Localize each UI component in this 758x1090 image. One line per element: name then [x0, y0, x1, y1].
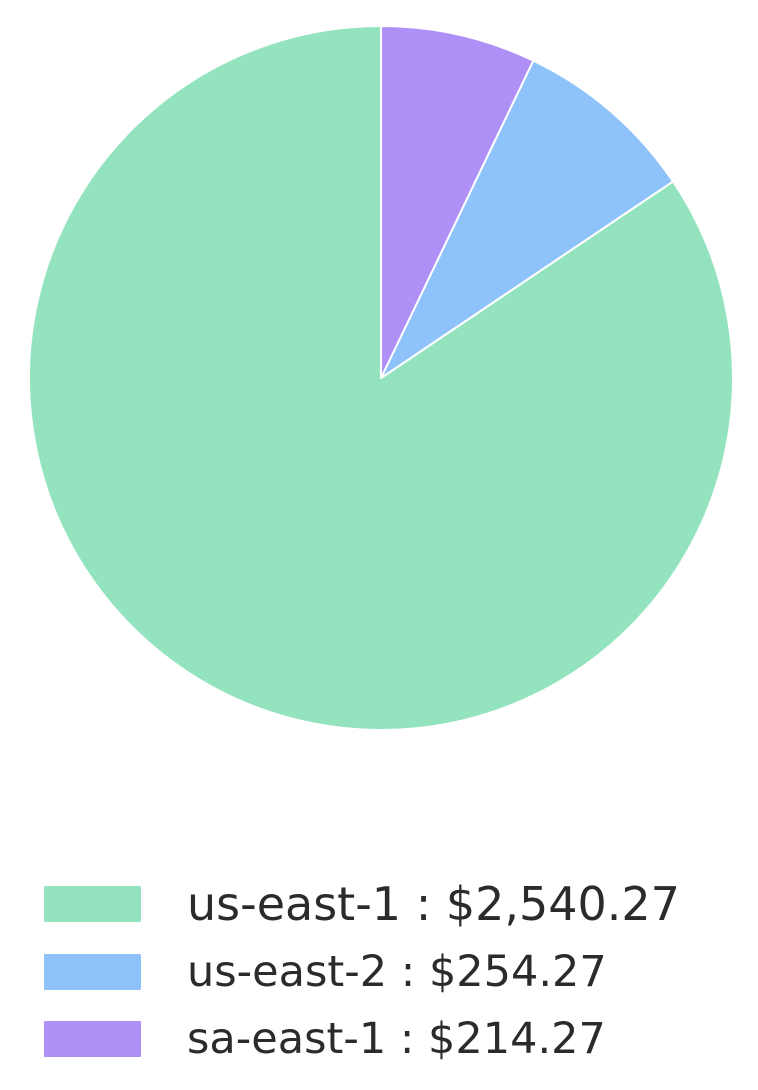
pie-slice-us-east-2[interactable]: [380, 59, 675, 379]
pie-slice-sa-east-1[interactable]: [380, 25, 535, 379]
legend-swatch-us-east-2: [44, 954, 141, 990]
chart-legend: us-east-1 : $2,540.27 us-east-2 : $254.2…: [0, 862, 758, 1090]
legend-label-us-east-1: us-east-1 : $2,540.27: [187, 877, 680, 931]
pie-chart-svg: [28, 25, 734, 731]
legend-item-us-east-1[interactable]: us-east-1 : $2,540.27: [44, 872, 680, 936]
legend-item-us-east-2[interactable]: us-east-2 : $254.27: [44, 940, 607, 1004]
legend-swatch-sa-east-1: [44, 1021, 141, 1057]
pie-chart-plot-area: [28, 25, 734, 731]
legend-item-sa-east-1[interactable]: sa-east-1 : $214.27: [44, 1007, 606, 1071]
pie-slices: [28, 25, 734, 731]
legend-label-sa-east-1: sa-east-1 : $214.27: [187, 1013, 606, 1064]
legend-label-us-east-2: us-east-2 : $254.27: [187, 946, 607, 997]
legend-swatch-us-east-1: [44, 886, 141, 922]
